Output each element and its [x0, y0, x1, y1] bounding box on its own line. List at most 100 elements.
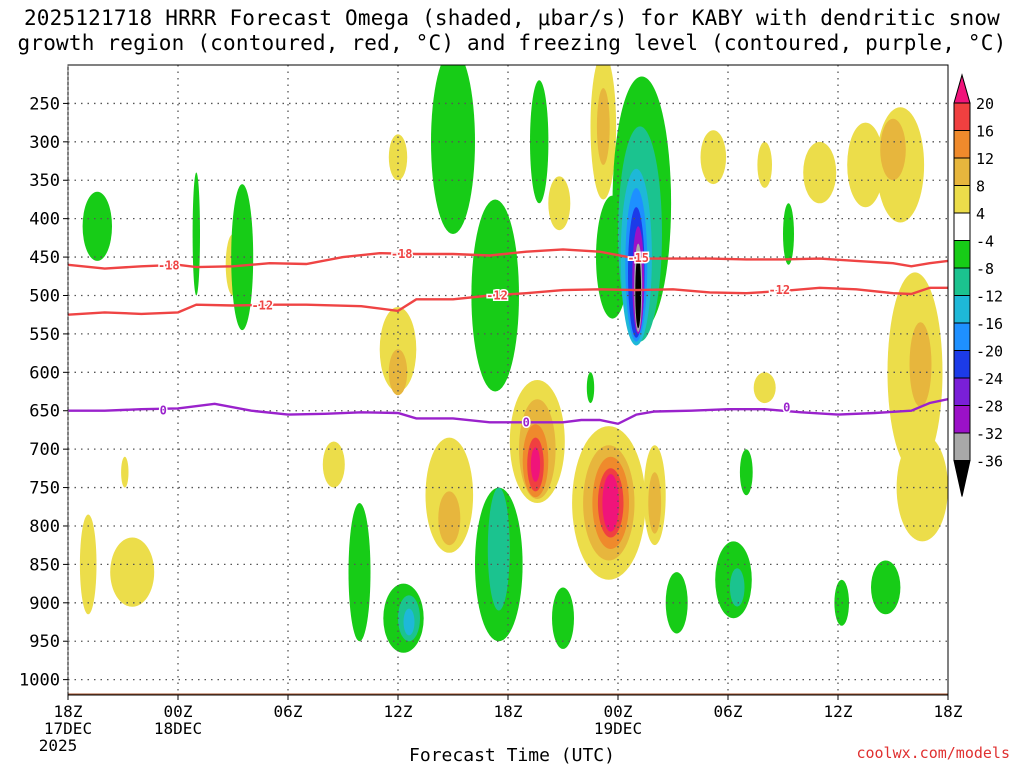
- omega-region-34: [602, 474, 619, 532]
- y-tick-label-800: 800: [29, 517, 60, 537]
- omega-region-17: [847, 122, 884, 208]
- omega-region-11: [548, 176, 571, 231]
- x-tick-label-36: 06Z: [714, 702, 743, 721]
- omega-region-26: [880, 118, 906, 181]
- y-tick-label-350: 350: [29, 171, 60, 191]
- colorbar-label-8: -16: [976, 315, 1003, 333]
- omega-region-65: [635, 255, 642, 329]
- omega-region-51: [783, 203, 794, 265]
- x-tick-label-24: 18Z: [494, 702, 523, 721]
- contour-label-3: -12: [251, 299, 273, 313]
- colorbar-label-4: 4: [976, 205, 985, 223]
- contour-label-4: -12: [486, 289, 508, 303]
- omega-region-37: [231, 184, 254, 331]
- contour-label-2: -15: [627, 251, 649, 265]
- omega-region-20: [896, 433, 948, 542]
- contour-label-8: 0: [783, 401, 790, 415]
- colorbar-swatch-10: [953, 350, 971, 379]
- omega-region-13: [700, 130, 727, 185]
- grid: [68, 65, 948, 695]
- colorbar-label-2: 12: [976, 150, 994, 168]
- colorbar-swatch-4: [953, 185, 971, 214]
- omega-region-36: [192, 172, 200, 296]
- omega-region-2: [121, 456, 129, 488]
- contour-line-2: [68, 398, 948, 426]
- omega-region-50: [739, 449, 753, 496]
- colorbar-top-arrow: [953, 73, 971, 104]
- colorbar-label-12: -32: [976, 425, 1003, 443]
- colorbar: 20 16 12 8 4 -4 -8 -12 -16 -20 -24 -28 -32 -36: [953, 73, 1003, 497]
- x-tick-date-30: 19DEC: [594, 719, 642, 738]
- omega-region-27: [909, 322, 932, 407]
- colorbar-swatch-12: [953, 405, 971, 434]
- colorbar-swatch-3: [953, 157, 971, 186]
- colorbar-label-7: -12: [976, 288, 1003, 306]
- colorbar-swatch-6: [953, 240, 971, 269]
- omega-region-53: [871, 560, 901, 615]
- colorbar-label-5: -4: [976, 233, 994, 251]
- omega-region-38: [385, 0, 400, 34]
- y-tick-label-950: 950: [29, 632, 60, 652]
- omega-region-25: [596, 88, 610, 165]
- omega-region-54: [586, 372, 595, 404]
- omega-region-22: [438, 491, 461, 546]
- omega-region-4: [322, 441, 345, 488]
- title-line-1: 2025121718 HRRR Forecast Omega (shaded, …: [23, 6, 1001, 30]
- x-tick-year-0: 2025: [39, 736, 78, 755]
- x-tick-label-30: 00Z: [604, 702, 633, 721]
- omega-region-33: [530, 447, 541, 482]
- colorbar-swatch-11: [953, 377, 971, 406]
- omega-region-48: [665, 572, 688, 634]
- omega-region-14: [753, 372, 776, 404]
- x-tick-label-6: 00Z: [164, 702, 193, 721]
- colorbar-swatch-13: [953, 432, 971, 461]
- colorbar-label-3: 8: [976, 178, 985, 196]
- y-tick-label-700: 700: [29, 440, 60, 460]
- chart-title: 2025121718 HRRR Forecast Omega (shaded, …: [0, 6, 1024, 56]
- colorbar-label-6: -8: [976, 260, 994, 278]
- colorbar-label-1: 16: [976, 123, 994, 141]
- omega-region-59: [403, 608, 415, 636]
- omega-region-28: [648, 472, 662, 534]
- omega-region-56: [487, 487, 510, 611]
- x-tick-date-0: 17DEC: [44, 719, 92, 738]
- omega-region-44: [530, 80, 549, 204]
- colorbar-swatch-1: [953, 102, 971, 131]
- contour-label-0: -18: [158, 259, 180, 273]
- y-tick-label-600: 600: [29, 363, 60, 383]
- omega-region-45: [552, 587, 574, 649]
- x-tick-label-42: 12Z: [824, 702, 853, 721]
- x-tick-date-6: 18DEC: [154, 719, 202, 738]
- colorbar-label-10: -24: [976, 370, 1003, 388]
- omega-region-1: [110, 537, 155, 607]
- colorbar-label-13: -36: [976, 453, 1003, 471]
- y-tick-label-550: 550: [29, 325, 60, 345]
- title-line-2: growth region (contoured, red, °C) and f…: [17, 31, 1007, 55]
- y-tick-label-450: 450: [29, 248, 60, 268]
- x-tick-label-48: 18Z: [934, 702, 963, 721]
- y-tick-label-300: 300: [29, 133, 60, 153]
- x-tick-label-12: 06Z: [274, 702, 303, 721]
- colorbar-label-9: -20: [976, 343, 1003, 361]
- y-tick-label-400: 400: [29, 210, 60, 230]
- omega-region-15: [757, 141, 772, 188]
- omega-region-35: [82, 191, 113, 261]
- y-tick-label-650: 650: [29, 402, 60, 422]
- contour-line-0: [68, 248, 948, 270]
- y-tick-label-900: 900: [29, 594, 60, 614]
- y-tick-label-500: 500: [29, 286, 60, 306]
- colorbar-bottom-arrow: [953, 460, 971, 497]
- contour-label-5: -12: [768, 283, 790, 297]
- y-tick-label-250: 250: [29, 94, 60, 114]
- x-tick-label-0: 18Z: [54, 702, 83, 721]
- omega-region-58: [729, 568, 745, 607]
- y-tick-label-850: 850: [29, 555, 60, 575]
- y-tick-label-1000: 1000: [19, 671, 60, 691]
- colorbar-swatch-8: [953, 295, 971, 324]
- y-tick-label-750: 750: [29, 479, 60, 499]
- colorbar-label-0: 20: [976, 95, 994, 113]
- contour-label-1: -18: [391, 247, 413, 261]
- contour-label-6: 0: [160, 404, 167, 418]
- colorbar-label-11: -28: [976, 398, 1003, 416]
